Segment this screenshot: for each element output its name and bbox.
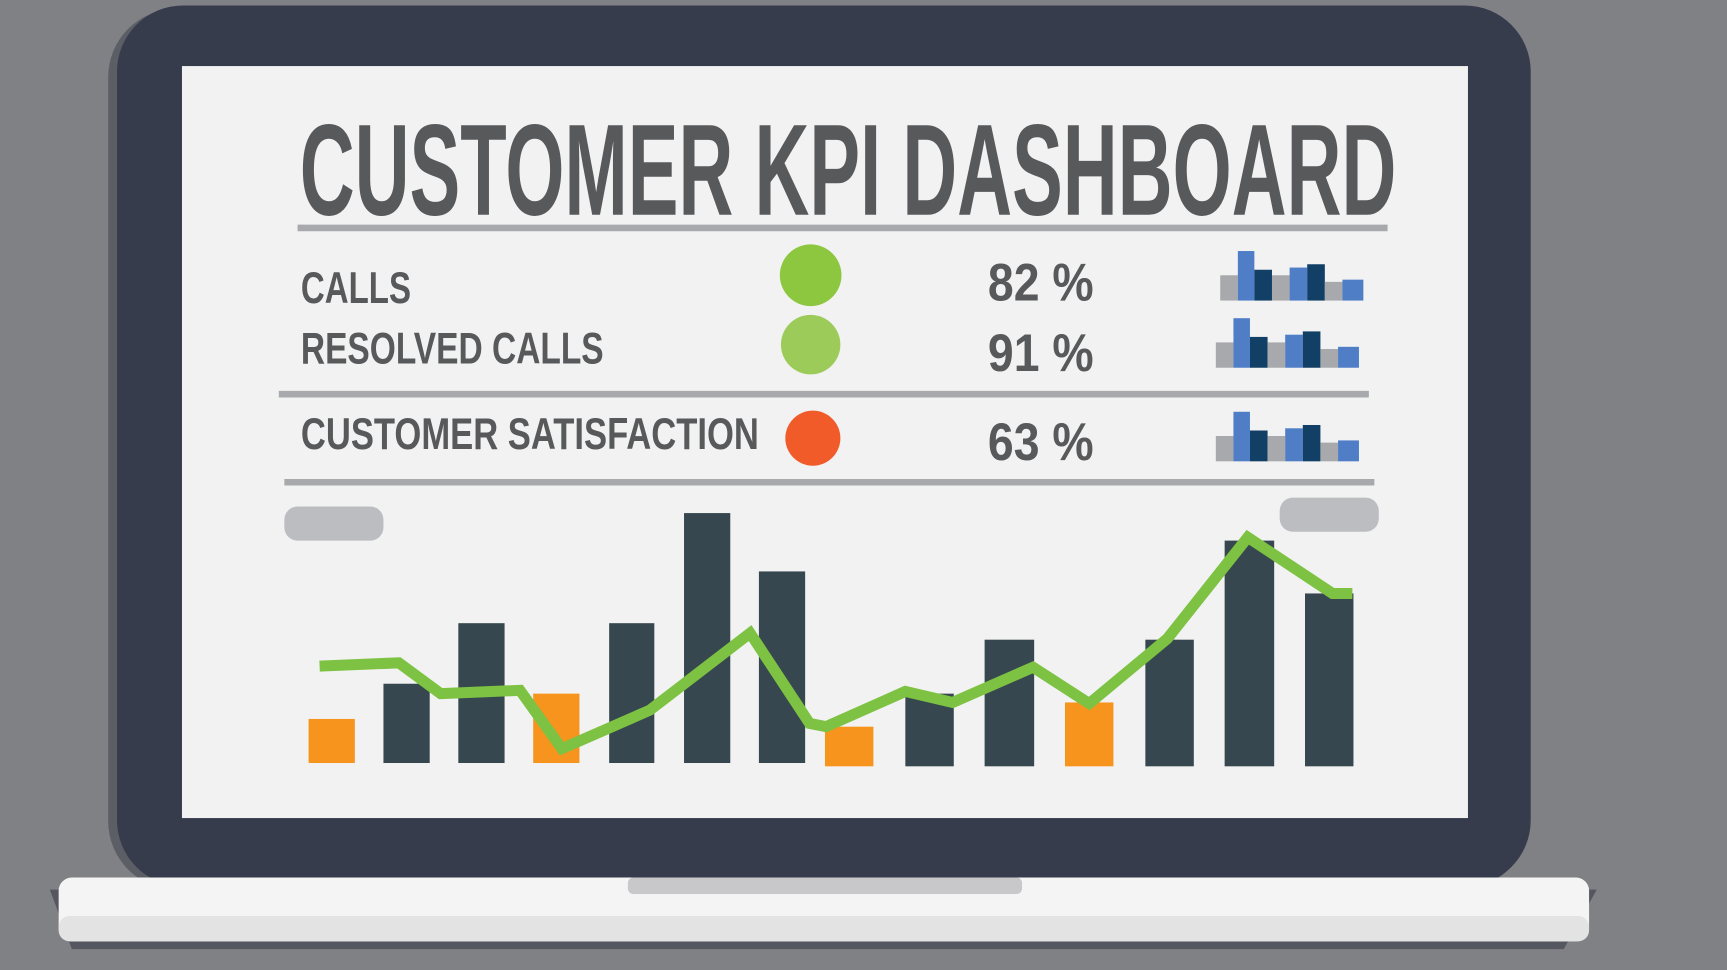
base-lower [58, 916, 1590, 942]
kpi-value: 63 % [988, 413, 1094, 472]
pill [284, 506, 384, 541]
status-dot [780, 314, 841, 375]
pill [1279, 497, 1379, 532]
kpi-label: CALLS [301, 264, 411, 313]
notch [627, 877, 1023, 895]
status-dot [779, 244, 842, 307]
kpi-label: CUSTOMER SATISFACTION [301, 410, 759, 459]
kpi-label: RESOLVED CALLS [301, 324, 604, 373]
dashboard-title: CUSTOMER KPI DASHBOARD [300, 97, 1397, 243]
kpi-value: 91 % [988, 324, 1094, 383]
decorative-chart [308, 513, 1354, 767]
kpi-value: 82 % [988, 254, 1094, 313]
status-dot [785, 410, 841, 466]
mini-chart [1215, 318, 1359, 368]
mini-chart [1215, 411, 1359, 462]
mini-chart [1220, 251, 1364, 301]
